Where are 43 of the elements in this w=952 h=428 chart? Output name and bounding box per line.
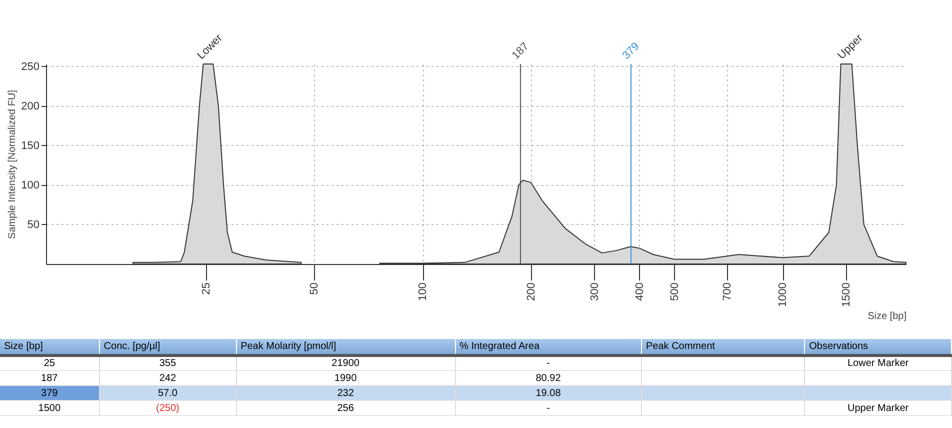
text: 25 (0, 356, 100, 370)
y-tick-label: 100 (21, 179, 40, 192)
x-tick-label: 300 (588, 282, 601, 301)
y-tick-label: 200 (21, 100, 40, 112)
x-tick-label: 1000 (777, 282, 790, 307)
text: 1500 (0, 400, 100, 416)
text: 242 (99, 370, 236, 386)
x-tick-label: 1500 (840, 282, 853, 307)
text: 80.92 (455, 370, 642, 386)
text: % Integrated Area (455, 339, 642, 356)
ref-line-label: 187 (510, 40, 532, 62)
text: 232 (236, 386, 456, 400)
text: Peak Molarity [pmol/l] (236, 339, 456, 356)
x-tick-label: 100 (417, 282, 430, 301)
x-tick-label: 50 (308, 282, 321, 295)
text: 19.08 (455, 386, 642, 400)
text: 379 (0, 386, 100, 400)
text: Peak Comment (642, 339, 805, 356)
x-axis-title: Size [bp] (868, 310, 907, 322)
text: 187 (0, 370, 100, 386)
text: 1990 (236, 370, 456, 386)
text: - (455, 400, 642, 416)
x-tick-label: 200 (525, 282, 538, 301)
text: 355 (99, 356, 236, 370)
text: Size [bp] (0, 339, 100, 356)
text: 57.0 (99, 386, 236, 400)
text: Observations (804, 339, 952, 356)
text: 21900 (236, 356, 456, 370)
text: - (455, 356, 642, 370)
x-tick-label: 500 (668, 282, 681, 301)
text: Conc. [pg/µl] (99, 339, 236, 356)
ref-line-label: 379 (620, 40, 642, 62)
text: Upper Marker (804, 400, 952, 416)
y-axis-title: Sample Intensity [Normalized FU] (7, 90, 18, 239)
text: (250) (99, 400, 236, 416)
text: Lower Marker (804, 356, 952, 370)
x-tick-label: 400 (634, 282, 646, 301)
y-tick-label: 50 (27, 218, 40, 231)
x-tick-label: 25 (200, 282, 212, 295)
y-tick-label: 150 (21, 140, 40, 152)
x-tick-label: 700 (721, 282, 734, 301)
y-tick-label: 250 (21, 60, 40, 73)
text: 256 (236, 400, 456, 416)
